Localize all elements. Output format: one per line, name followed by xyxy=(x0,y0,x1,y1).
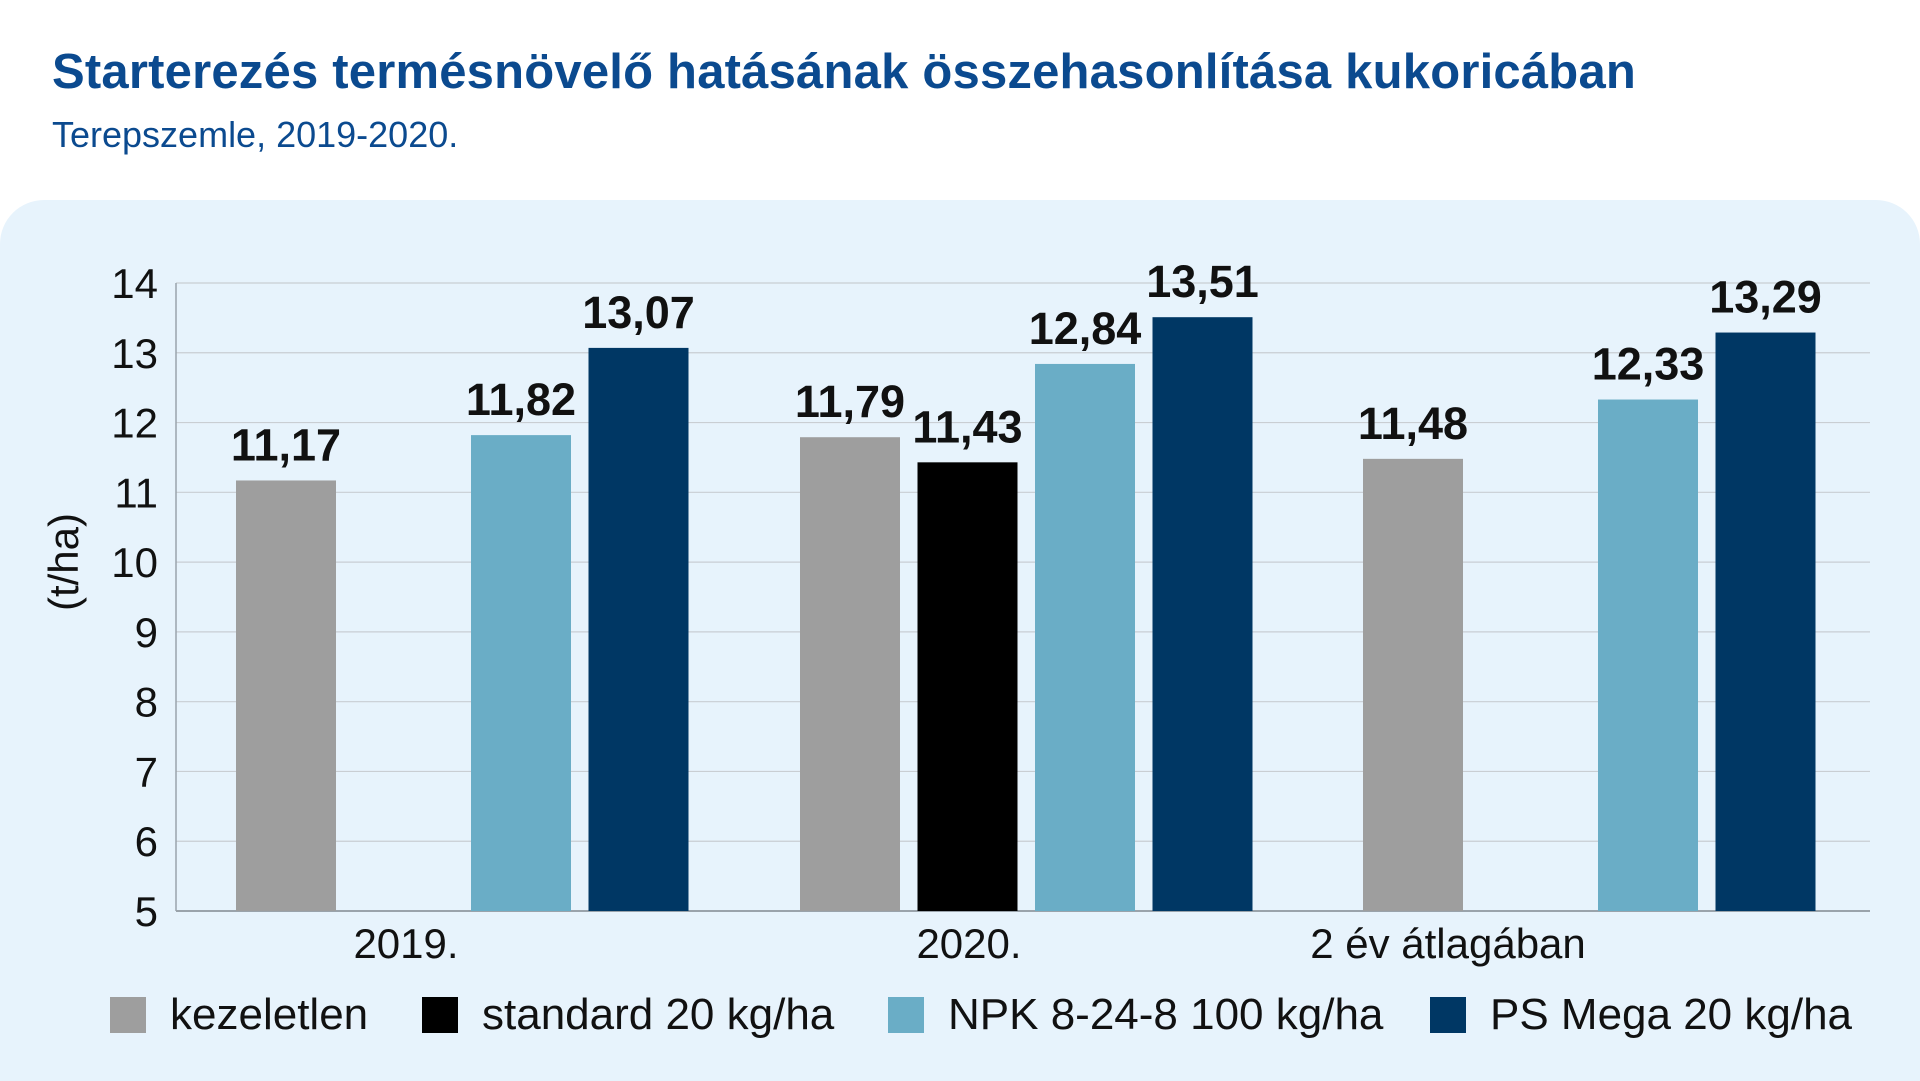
bar xyxy=(471,435,571,911)
data-label: 11,82 xyxy=(466,374,576,425)
legend-label-standard: standard 20 kg/ha xyxy=(482,990,835,1039)
legend-label-kezeletlen: kezeletlen xyxy=(170,990,369,1039)
data-label: 13,29 xyxy=(1709,272,1822,323)
y-tick-label: 11 xyxy=(114,469,158,516)
y-tick-label: 7 xyxy=(135,748,158,795)
bar xyxy=(1363,458,1463,911)
bar xyxy=(1152,317,1253,911)
data-label: 11,17 xyxy=(231,419,341,470)
chart-title: Starterezés termésnövelő hatásának össze… xyxy=(52,45,1637,99)
y-tick-label: 9 xyxy=(135,609,158,656)
y-tick-label: 12 xyxy=(111,400,158,447)
legend-label-npk: NPK 8-24-8 100 kg/ha xyxy=(948,990,1384,1039)
bar xyxy=(588,347,689,912)
legend-swatch-npk xyxy=(888,997,924,1033)
legend-label-psmega: PS Mega 20 kg/ha xyxy=(1490,990,1853,1039)
x-category-label: 2 év átlagában xyxy=(1310,920,1586,967)
bar xyxy=(800,437,900,911)
y-tick-label: 13 xyxy=(111,330,158,377)
legend-item-psmega: PS Mega 20 kg/ha xyxy=(1430,980,1852,1050)
y-tick-label: 14 xyxy=(111,260,158,307)
data-label: 11,79 xyxy=(795,376,905,427)
x-category-label: 2020. xyxy=(916,920,1021,967)
chart-subtitle: Terepszemle, 2019-2020. xyxy=(52,114,459,155)
bar xyxy=(1598,399,1698,911)
gridlines xyxy=(175,282,1870,912)
data-label: 12,33 xyxy=(1592,339,1705,390)
y-tick-label: 8 xyxy=(135,679,158,726)
bar xyxy=(1035,363,1135,911)
data-label: 13,07 xyxy=(582,287,695,338)
y-tick-label: 5 xyxy=(135,888,158,935)
x-axis-categories: 2019. 2020. 2 év átlagában xyxy=(353,920,1585,967)
y-axis-label: (t/ha) xyxy=(40,513,87,611)
legend-swatch-standard xyxy=(422,997,458,1033)
legend-item-kezeletlen: kezeletlen xyxy=(110,980,368,1050)
bar xyxy=(236,480,336,911)
legend-item-npk: NPK 8-24-8 100 kg/ha xyxy=(888,980,1383,1050)
data-label: 12,84 xyxy=(1029,303,1142,354)
bar xyxy=(1715,332,1816,911)
legend-swatch-psmega xyxy=(1430,997,1466,1033)
legend: kezeletlen standard 20 kg/ha NPK 8-24-8 … xyxy=(0,980,1920,1050)
legend-item-standard: standard 20 kg/ha xyxy=(422,980,834,1050)
y-tick-label: 10 xyxy=(111,539,158,586)
y-tick-label: 6 xyxy=(135,818,158,865)
data-label: 11,48 xyxy=(1358,398,1468,449)
bars xyxy=(236,317,1816,912)
bar xyxy=(917,462,1018,911)
x-category-label: 2019. xyxy=(353,920,458,967)
legend-swatch-kezeletlen xyxy=(110,997,146,1033)
data-label: 13,51 xyxy=(1146,256,1259,307)
data-label: 11,43 xyxy=(912,401,1022,452)
y-axis-ticks: 5 6 7 8 9 10 11 12 13 14 xyxy=(111,260,158,935)
